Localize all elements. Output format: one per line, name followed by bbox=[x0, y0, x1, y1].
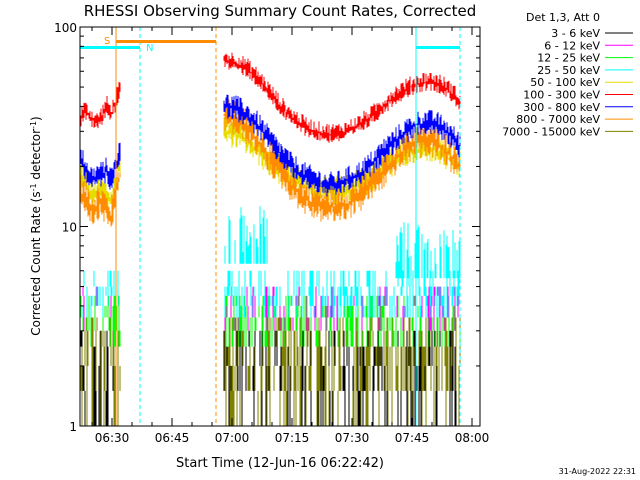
legend-label-8: 800 - 7000 keV bbox=[516, 113, 600, 126]
x-tick-label-7: 08:00 bbox=[455, 431, 490, 445]
cyan-bar-1 bbox=[80, 46, 140, 49]
x-tick-label-6: 07:45 bbox=[395, 431, 430, 445]
legend-label-4: 25 - 50 keV bbox=[537, 64, 600, 77]
x-tick-label-1: 06:30 bbox=[95, 431, 130, 445]
x-tick-label-3: 07:00 bbox=[215, 431, 250, 445]
y-label-sup-2: -1 bbox=[29, 121, 38, 129]
legend-header: Det 1,3, Att 0 bbox=[526, 11, 600, 24]
axis-ticks: 06:30 06:45 07:00 07:15 07:30 07:45 08:00 1 10 10… bbox=[54, 21, 489, 445]
legend-label-1: 3 - 6 keV bbox=[551, 27, 600, 40]
y-label-sup-1: -1 bbox=[29, 183, 38, 191]
series-blue-segment-2 bbox=[223, 94, 461, 197]
legend-label-3: 12 - 25 keV bbox=[537, 52, 600, 65]
legend-label-9: 7000 - 15000 keV bbox=[502, 125, 600, 138]
y-tick-label-2: 10 bbox=[62, 221, 77, 235]
series-red-segment-2 bbox=[223, 52, 461, 143]
timestamp: 31-Aug-2022 22:31 bbox=[559, 467, 636, 476]
y-label-text-1: Corrected Count Rate (s bbox=[29, 191, 43, 335]
legend-label-6: 100 - 300 keV bbox=[523, 89, 600, 102]
x-tick-label-4: 07:15 bbox=[275, 431, 310, 445]
legend-label-2: 6 - 12 keV bbox=[544, 39, 600, 52]
y-label-text-3: ) bbox=[29, 116, 43, 121]
y-tick-label-3: 100 bbox=[54, 21, 77, 35]
y-tick-label-1: 1 bbox=[69, 420, 77, 434]
x-axis-label: Start Time (12-Jun-16 06:22:42) bbox=[176, 456, 384, 471]
x-tick-label-2: 06:45 bbox=[155, 431, 190, 445]
x-tick-label-5: 07:30 bbox=[335, 431, 370, 445]
chart-title: RHESSI Observing Summary Count Rates, Co… bbox=[84, 2, 477, 20]
y-label-text-2: detector bbox=[29, 129, 43, 184]
saa-bar bbox=[116, 40, 216, 43]
annotation-S: S bbox=[104, 36, 110, 47]
marker-layer: SN bbox=[80, 27, 461, 426]
annotation-N: N bbox=[146, 43, 153, 54]
data-layer bbox=[79, 52, 461, 426]
series-25-50-spikes bbox=[224, 206, 461, 279]
legend-label-5: 50 - 100 keV bbox=[530, 76, 600, 89]
y-axis-label: Corrected Count Rate (s-1 detector-1) bbox=[29, 116, 44, 335]
legend-label-7: 300 - 800 keV bbox=[523, 101, 600, 114]
cyan-bar-2 bbox=[416, 46, 460, 49]
series-red-segment-1 bbox=[79, 81, 121, 129]
